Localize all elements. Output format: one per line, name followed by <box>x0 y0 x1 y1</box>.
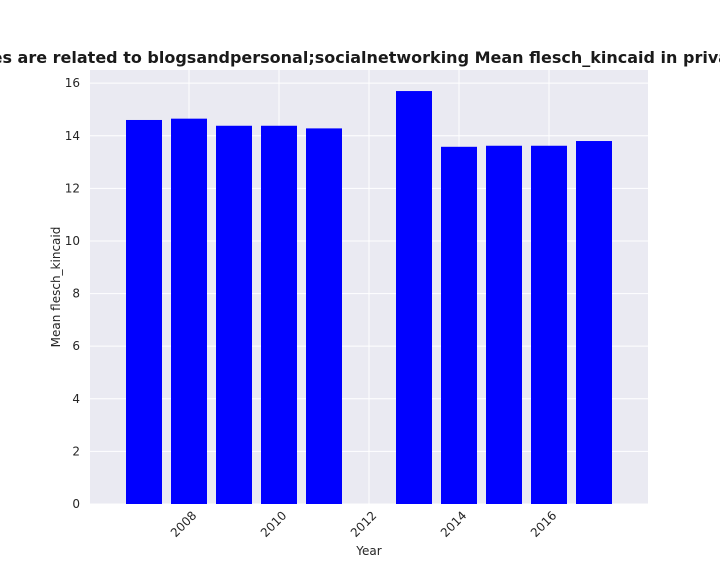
chart-title: Categories are related to blogsandperson… <box>0 48 720 67</box>
y-tick-label: 0 <box>72 497 80 511</box>
y-tick-label: 10 <box>65 234 80 248</box>
bar-2008 <box>171 118 207 504</box>
y-axis-ticks: 0 2 4 6 8 10 12 14 16 <box>65 76 80 511</box>
y-tick-label: 12 <box>65 181 80 195</box>
bar-2014 <box>441 146 477 504</box>
y-tick-label: 16 <box>65 76 80 90</box>
bar-2011 <box>306 128 342 504</box>
y-tick-label: 8 <box>72 287 80 301</box>
bar-2017 <box>576 141 612 504</box>
y-tick-label: 6 <box>72 339 80 353</box>
y-tick-label: 14 <box>65 129 80 143</box>
bar-2013 <box>396 91 432 505</box>
bar-2015 <box>486 145 522 504</box>
bar-2016 <box>531 145 567 504</box>
x-tick-label: 2016 <box>528 508 559 539</box>
x-tick-label: 2012 <box>348 508 379 539</box>
bar-2007 <box>126 119 162 504</box>
x-tick-label: 2014 <box>438 508 469 539</box>
bars <box>126 91 612 505</box>
x-axis-ticks: 2008 2010 2012 2014 2016 <box>168 508 559 539</box>
x-axis-label: Year <box>355 544 381 558</box>
y-axis-label: Mean flesch_kincaid <box>49 227 63 348</box>
y-tick-label: 2 <box>72 444 80 458</box>
y-tick-label: 4 <box>72 392 80 406</box>
bar-2010 <box>261 125 297 504</box>
x-tick-label: 2008 <box>168 508 199 539</box>
x-tick-label: 2010 <box>258 508 289 539</box>
bar-2009 <box>216 125 252 504</box>
